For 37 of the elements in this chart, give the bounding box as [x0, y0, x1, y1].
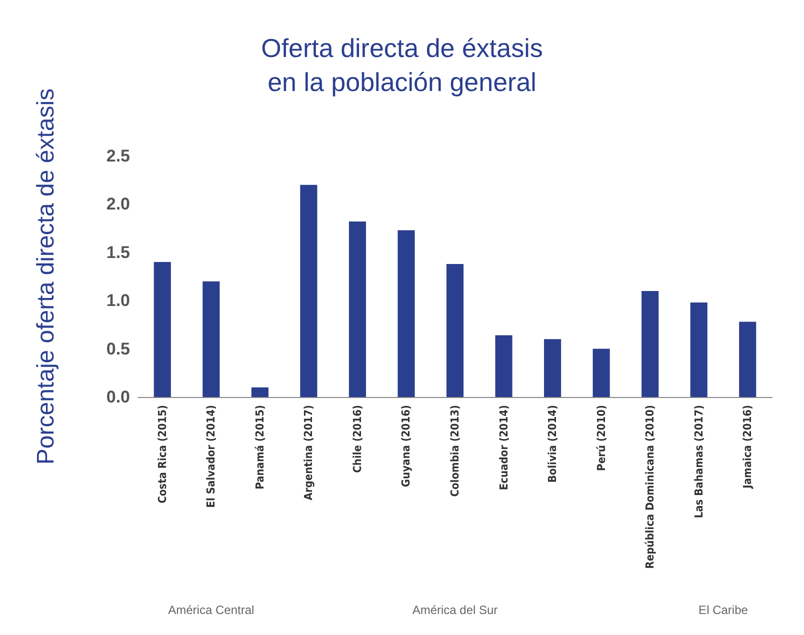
y-tick-label: 1.5 — [106, 242, 130, 262]
chart-title: Oferta directa de éxtasis en la población general — [261, 33, 543, 97]
x-tick-label: Perú (2010) — [594, 405, 608, 471]
bar — [446, 264, 464, 397]
y-tick-label: 0.0 — [106, 388, 130, 406]
x-tick-label: Colombia (2013) — [448, 405, 462, 497]
x-tick-label: Jamaica (2016) — [741, 405, 754, 490]
bar — [348, 222, 366, 397]
y-axis-title: Porcentaje oferta directa de éxtasis — [32, 88, 60, 465]
bar — [642, 290, 659, 397]
x-tick-label: Panamá (2015) — [253, 405, 266, 490]
x-tick-label: Guyana (2016) — [400, 405, 413, 488]
bar — [154, 262, 171, 397]
x-tick-label: República Dominicana (2010) — [644, 405, 657, 569]
bar — [544, 339, 562, 397]
x-tick-label: Bolivia (2014) — [546, 405, 560, 483]
y-tick-label: 2.5 — [106, 146, 130, 166]
y-tick-label: 2.0 — [106, 194, 130, 214]
bar — [300, 184, 318, 397]
x-tick-label: Ecuador (2014) — [497, 405, 510, 490]
text: El Caribe — [698, 603, 748, 617]
y-tick-label: 0.5 — [106, 339, 130, 358]
bar — [690, 302, 708, 397]
text: América Central — [168, 603, 254, 617]
bar — [592, 348, 610, 397]
bar — [398, 230, 415, 397]
x-tick-label: Las Bahamas (2017) — [692, 405, 706, 518]
x-tick-label: Costa Rica (2015) — [156, 405, 169, 504]
text: América del Sur — [412, 603, 498, 617]
x-tick-label: Argentina (2017) — [302, 405, 316, 500]
bar — [495, 335, 512, 397]
y-tick-label: 1.0 — [106, 291, 130, 310]
bar — [202, 281, 220, 397]
bar — [739, 322, 756, 397]
x-tick-label: Chile (2016) — [350, 405, 364, 473]
bar — [251, 387, 268, 397]
x-tick-label: El Salvador (2014) — [204, 405, 218, 508]
